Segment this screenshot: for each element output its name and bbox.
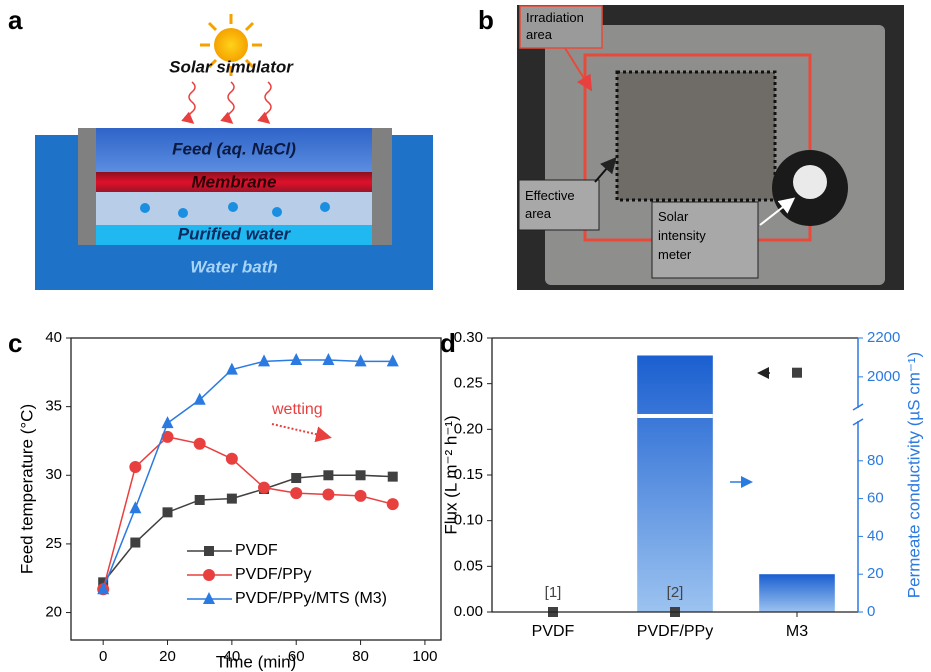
y2-tick-label: 80 xyxy=(867,452,884,469)
y-axis-label: Flux (L m⁻² h⁻¹) xyxy=(441,415,460,534)
marker xyxy=(130,538,140,548)
x-tick-label: PVDF/PPy xyxy=(637,623,713,640)
y2-tick-label: 0 xyxy=(867,603,875,620)
marker xyxy=(323,470,333,480)
marker xyxy=(355,490,367,502)
marker xyxy=(322,353,334,365)
marker xyxy=(387,354,399,366)
bar xyxy=(637,355,713,612)
y-tick-label: 30 xyxy=(45,466,62,483)
marker xyxy=(162,416,174,428)
marker xyxy=(290,353,302,365)
legend-label: PVDF/PPy/MTS (M3) xyxy=(235,590,387,607)
marker xyxy=(194,393,206,405)
y-tick-label: 40 xyxy=(45,329,62,346)
bath-label: Water bath xyxy=(190,257,278,276)
y-tick-label: 0.05 xyxy=(454,557,483,574)
marker xyxy=(355,354,367,366)
y2-tick-label: 60 xyxy=(867,490,884,507)
y-tick-label: 25 xyxy=(45,535,62,552)
wall xyxy=(372,128,392,245)
panel-label: b xyxy=(478,5,494,35)
marker xyxy=(163,507,173,517)
marker xyxy=(258,482,270,494)
y2-tick-label: 40 xyxy=(867,527,884,544)
y-tick-label: 20 xyxy=(45,604,62,621)
meter-sensor xyxy=(793,165,827,199)
y-tick-label: 35 xyxy=(45,398,62,415)
marker xyxy=(356,470,366,480)
x-tick-label: PVDF xyxy=(532,623,575,640)
effective-area xyxy=(617,72,775,200)
marker xyxy=(203,569,215,581)
y-tick-label: 0.25 xyxy=(454,375,483,392)
diagram: Solar simulator Feed (aq. NaCl) Membrane… xyxy=(35,14,433,290)
y2-tick-label: 2000 xyxy=(867,368,900,385)
x-axis-label: Time (min) xyxy=(216,652,297,671)
panel-label: a xyxy=(8,5,23,35)
annotation: wetting xyxy=(271,401,323,418)
figure: Solar simulator Feed (aq. NaCl) Membrane… xyxy=(0,0,931,672)
marker xyxy=(203,592,215,604)
sun-label: Solar simulator xyxy=(169,57,294,76)
y2-axis-label: Permeate conductivity (µS cm⁻¹) xyxy=(904,352,923,598)
y-tick-label: 0.00 xyxy=(454,603,483,620)
marker xyxy=(290,487,302,499)
x-tick-label: 20 xyxy=(159,648,176,665)
marker xyxy=(387,498,399,510)
y2-tick-label: 20 xyxy=(867,565,884,582)
axis-break xyxy=(637,414,713,418)
marker xyxy=(291,473,301,483)
photo: Irradiationarea Effectivearea Solarinten… xyxy=(517,5,904,290)
marker xyxy=(195,495,205,505)
y-axis-label: Feed temperature (°C) xyxy=(17,404,36,574)
purified-label: Purified water xyxy=(178,224,292,243)
wall xyxy=(78,128,96,245)
x-tick-label: M3 xyxy=(786,623,808,640)
marker xyxy=(129,461,141,473)
feed-label: Feed (aq. NaCl) xyxy=(172,139,296,158)
annotation: [2] xyxy=(667,584,684,601)
legend-label: PVDF/PPy xyxy=(235,566,311,583)
marker xyxy=(227,494,237,504)
marker xyxy=(194,438,206,450)
radiation xyxy=(189,82,271,122)
marker xyxy=(388,472,398,482)
marker xyxy=(204,546,214,556)
break-mark xyxy=(853,404,863,425)
x-tick-label: 100 xyxy=(412,648,437,665)
x-tick-label: 80 xyxy=(352,648,369,665)
panel-label: c xyxy=(8,328,22,358)
marker xyxy=(258,354,270,366)
membrane-label: Membrane xyxy=(191,172,276,191)
y-tick-label: 0.30 xyxy=(454,329,483,346)
legend-label: PVDF xyxy=(235,542,278,559)
bar xyxy=(759,574,835,612)
y2-tick-label: 2200 xyxy=(867,329,900,346)
annotation-arrow xyxy=(272,424,328,437)
marker xyxy=(226,453,238,465)
marker xyxy=(322,488,334,500)
annotation: [1] xyxy=(545,584,562,601)
marker xyxy=(129,501,141,513)
x-tick-label: 0 xyxy=(99,648,107,665)
marker xyxy=(792,368,802,378)
